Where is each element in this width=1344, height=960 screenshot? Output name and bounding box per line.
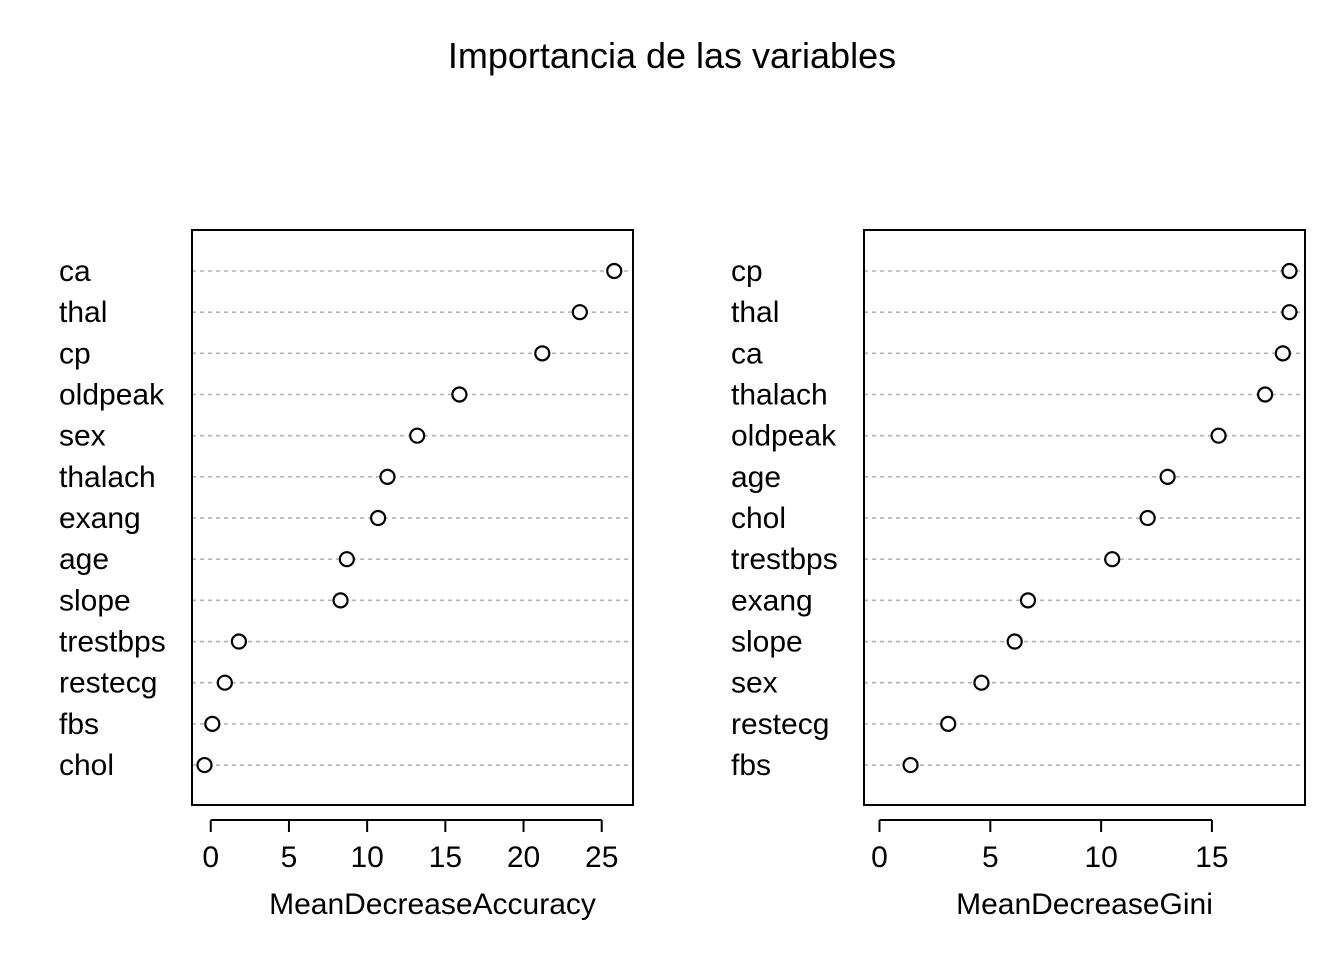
data-point — [369, 509, 387, 527]
x-axis-label: MeanDecreaseGini — [956, 888, 1213, 921]
x-tick-label: 10 — [1084, 841, 1117, 874]
data-point — [1139, 509, 1156, 527]
data-point — [534, 345, 551, 362]
category-label: slope — [59, 584, 131, 617]
category-label: exang — [59, 502, 141, 535]
x-tick-label: 0 — [871, 841, 888, 874]
x-tick-label: 25 — [585, 841, 618, 874]
data-point — [196, 756, 213, 774]
category-label: cp — [731, 255, 763, 288]
x-tick-label: 15 — [429, 841, 462, 874]
data-point — [1281, 304, 1298, 321]
plot-box — [191, 229, 634, 806]
category-label: restecg — [59, 667, 157, 700]
panel-mean-decrease-accuracy: ca thal cp oldpeak sex thalach exang age slope tr… — [59, 229, 634, 921]
category-label: oldpeak — [59, 379, 165, 412]
x-tick-label: 20 — [507, 841, 540, 874]
x-tick-label: 0 — [202, 841, 219, 874]
data-point — [1159, 468, 1176, 485]
x-tick-label: 10 — [350, 841, 383, 874]
x-tick-label: 5 — [982, 841, 999, 874]
data-point — [1257, 386, 1274, 403]
category-label: age — [59, 543, 109, 576]
category-label: ca — [731, 337, 763, 370]
data-point — [1210, 427, 1227, 444]
data-point — [451, 386, 468, 403]
x-tick-label: 5 — [281, 841, 298, 874]
category-label: trestbps — [59, 626, 166, 659]
category-label: thal — [59, 296, 107, 329]
data-point — [1019, 592, 1037, 609]
data-point — [973, 674, 990, 691]
data-point — [216, 674, 233, 691]
category-label: thalach — [59, 461, 156, 494]
figure-title: Importancia de las variables — [448, 35, 896, 76]
data-point — [940, 715, 957, 732]
x-tick-label: 15 — [1195, 841, 1228, 874]
data-point — [332, 592, 349, 609]
category-label: fbs — [731, 749, 771, 782]
category-label: exang — [731, 584, 813, 617]
category-label: sex — [59, 420, 106, 453]
panel-mean-decrease-gini: cp thal ca thalach oldpeak age chol trestbps exa… — [731, 229, 1306, 921]
category-label: age — [731, 461, 781, 494]
data-point — [1274, 345, 1291, 362]
data-point — [338, 551, 355, 568]
category-label: cp — [59, 337, 91, 370]
data-point — [379, 468, 396, 485]
data-point — [230, 633, 248, 650]
category-label: oldpeak — [731, 420, 837, 453]
category-label: thal — [731, 296, 779, 329]
category-label: fbs — [59, 708, 99, 741]
category-label: trestbps — [731, 543, 838, 576]
data-point — [1006, 633, 1023, 650]
data-point — [902, 756, 919, 774]
category-label: chol — [731, 502, 786, 535]
category-label: slope — [731, 626, 803, 659]
plot-box — [863, 229, 1306, 806]
data-point — [571, 304, 588, 321]
category-label: chol — [59, 749, 114, 782]
data-point — [409, 427, 426, 444]
data-point — [204, 715, 221, 732]
category-label: thalach — [731, 379, 828, 412]
data-point — [1281, 262, 1298, 280]
data-point — [606, 262, 623, 280]
category-label: ca — [59, 255, 91, 288]
category-label: restecg — [731, 708, 829, 741]
data-point — [1104, 551, 1121, 568]
category-label: sex — [731, 667, 778, 700]
x-axis-label: MeanDecreaseAccuracy — [269, 888, 596, 921]
